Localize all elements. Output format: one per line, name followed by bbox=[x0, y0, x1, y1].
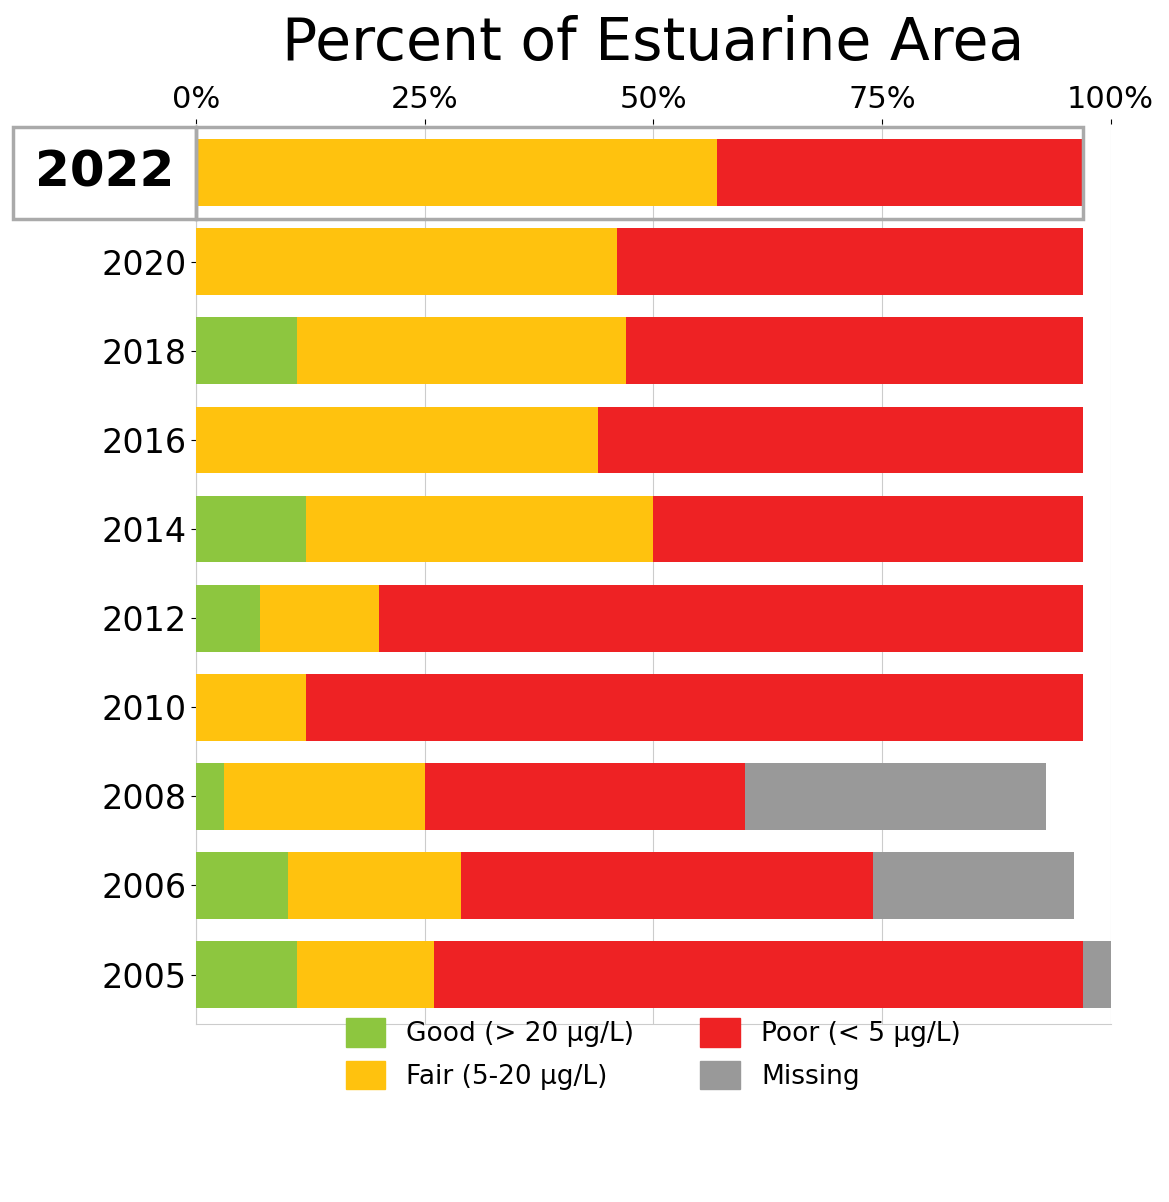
Bar bbox=[196, 852, 288, 918]
Bar bbox=[288, 852, 462, 918]
Bar bbox=[1082, 941, 1111, 1008]
Legend: Good (> 20 μg/L), Fair (5-20 μg/L), Poor (< 5 μg/L), Missing: Good (> 20 μg/L), Fair (5-20 μg/L), Poor… bbox=[336, 1007, 971, 1100]
Bar bbox=[196, 317, 297, 385]
Bar bbox=[223, 763, 424, 829]
Bar bbox=[306, 674, 1082, 740]
Bar bbox=[196, 495, 306, 563]
Bar bbox=[434, 941, 1082, 1008]
Bar bbox=[745, 763, 1046, 829]
Bar bbox=[625, 317, 1082, 385]
Bar bbox=[196, 139, 718, 206]
Bar bbox=[297, 941, 434, 1008]
Bar bbox=[297, 317, 625, 385]
Bar bbox=[306, 495, 653, 563]
Bar bbox=[653, 495, 1082, 563]
Bar bbox=[718, 139, 1082, 206]
Bar bbox=[873, 852, 1074, 918]
Bar bbox=[462, 852, 873, 918]
Title: Percent of Estuarine Area: Percent of Estuarine Area bbox=[282, 14, 1024, 72]
Bar bbox=[196, 127, 1082, 219]
Bar bbox=[424, 763, 745, 829]
Bar bbox=[196, 406, 599, 474]
Text: 2022: 2022 bbox=[35, 149, 174, 197]
Bar bbox=[196, 763, 223, 829]
Bar bbox=[196, 584, 261, 651]
Bar bbox=[196, 228, 617, 296]
Bar bbox=[599, 406, 1082, 474]
Bar bbox=[196, 674, 306, 740]
Bar bbox=[196, 941, 297, 1008]
Bar bbox=[261, 584, 379, 651]
Bar bbox=[13, 127, 196, 219]
Bar bbox=[617, 228, 1082, 296]
Bar bbox=[379, 584, 1082, 651]
